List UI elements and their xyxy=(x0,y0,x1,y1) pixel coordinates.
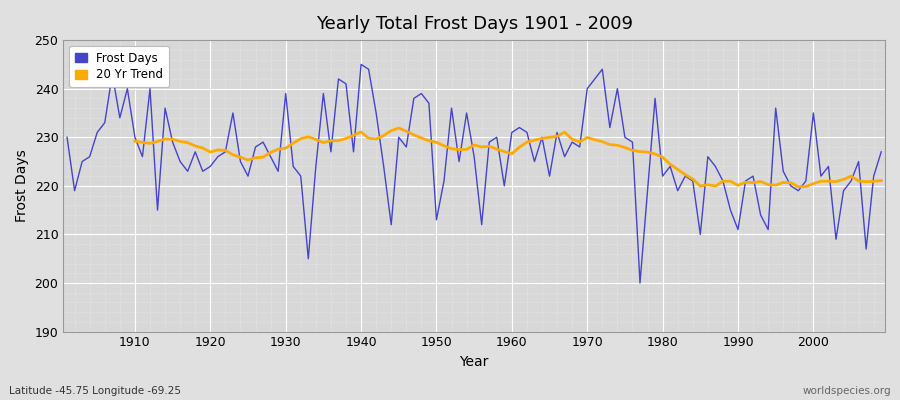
Legend: Frost Days, 20 Yr Trend: Frost Days, 20 Yr Trend xyxy=(69,46,169,87)
Y-axis label: Frost Days: Frost Days xyxy=(15,150,29,222)
X-axis label: Year: Year xyxy=(460,355,489,369)
Text: Latitude -45.75 Longitude -69.25: Latitude -45.75 Longitude -69.25 xyxy=(9,386,181,396)
Title: Yearly Total Frost Days 1901 - 2009: Yearly Total Frost Days 1901 - 2009 xyxy=(316,15,633,33)
Text: worldspecies.org: worldspecies.org xyxy=(803,386,891,396)
